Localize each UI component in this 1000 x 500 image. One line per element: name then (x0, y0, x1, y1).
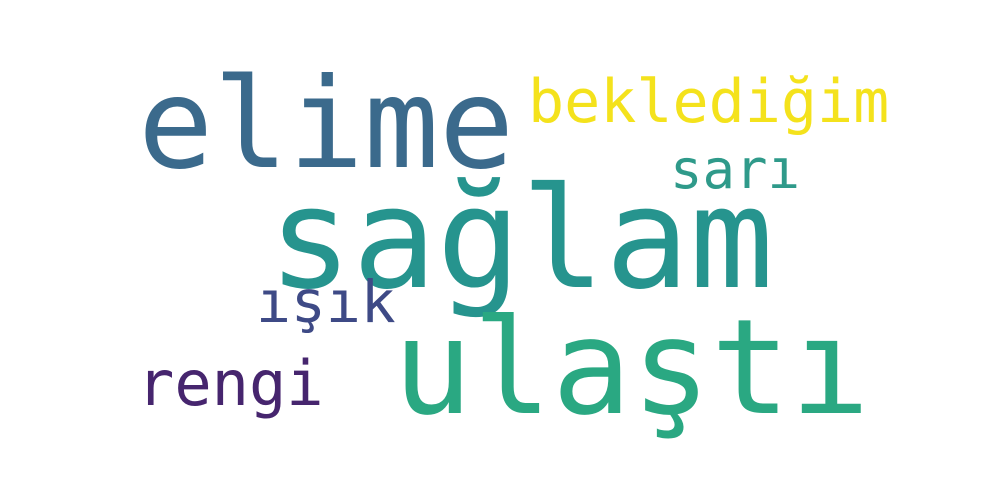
word-saglam: sağlam (268, 158, 774, 321)
word-rengi: rengi (137, 347, 324, 420)
word-bekledigim: beklediğim (528, 67, 890, 137)
word-sari: sarı (670, 138, 801, 201)
word-elime: elime (138, 52, 515, 197)
word-isik: ışık (256, 268, 396, 336)
word-ulasti: ulaştı (393, 291, 870, 445)
